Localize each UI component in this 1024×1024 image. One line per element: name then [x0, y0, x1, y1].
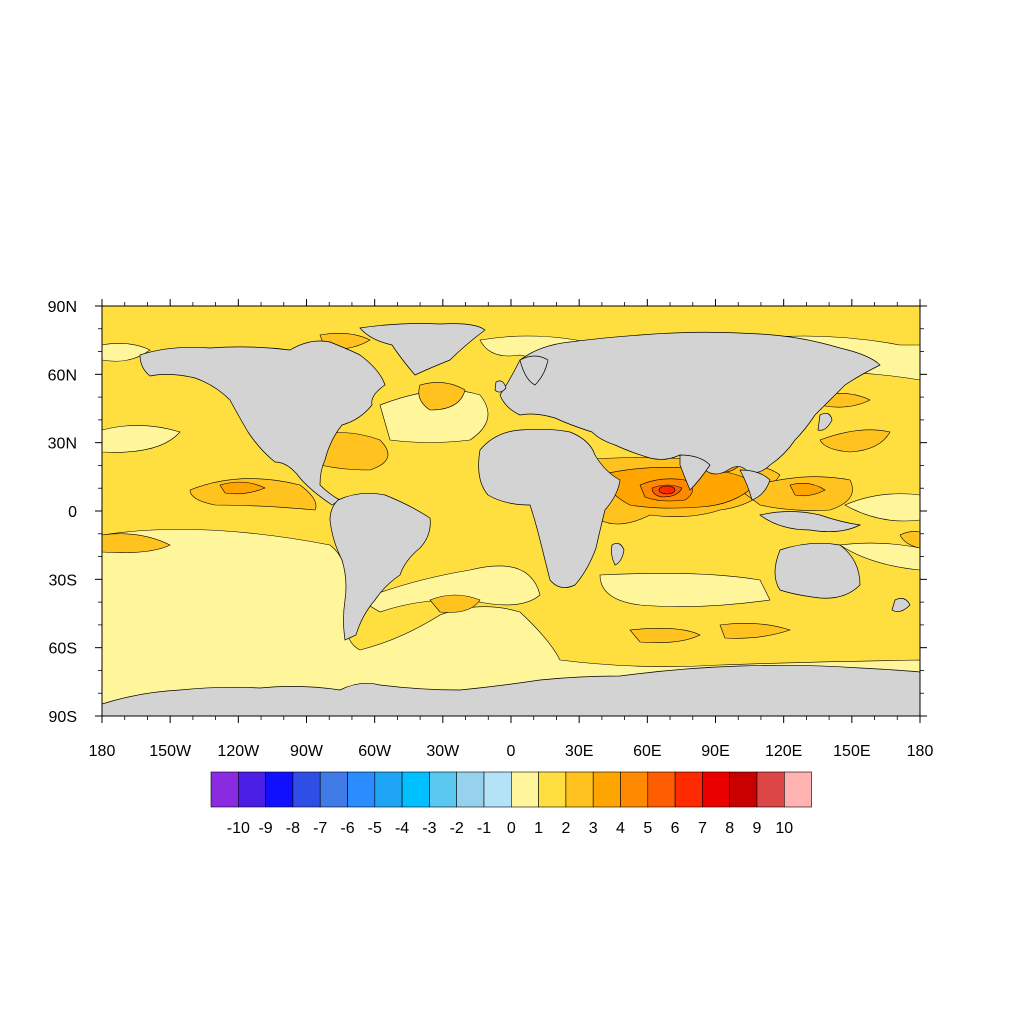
colorbar-swatch: [292, 771, 321, 808]
y-tick-label: 60N: [48, 367, 77, 384]
british-isles: [494, 380, 507, 393]
colorbar-label: 0: [507, 820, 516, 837]
colorbar-label: 10: [775, 820, 793, 837]
colorbar-swatch: [401, 771, 430, 808]
colorbar-label: -7: [313, 820, 327, 837]
australia: [774, 543, 861, 599]
contour-band-6-7: [658, 485, 676, 495]
x-tick-label: 90E: [701, 743, 729, 760]
x-tick-label: 30E: [565, 743, 593, 760]
antarctica: [102, 664, 920, 716]
colorbar-swatch: [647, 771, 676, 808]
colorbar-label: 2: [561, 820, 570, 837]
north-america: [139, 340, 386, 506]
colorbar-swatch: [565, 771, 594, 808]
scandinavia: [519, 355, 549, 386]
colorbar-swatch: [483, 771, 512, 808]
colorbar-swatch: [510, 771, 539, 808]
y-tick-label: 90N: [48, 299, 77, 316]
x-tick-label: 120E: [765, 743, 802, 760]
colorbar-swatch: [702, 771, 731, 808]
x-tick-label: 120W: [217, 743, 260, 760]
africa: [478, 428, 621, 588]
x-tick-label: 180: [89, 743, 116, 760]
colorbar-swatch: [456, 771, 485, 808]
colorbar-label: -5: [368, 820, 382, 837]
colorbar-swatch: [347, 771, 376, 808]
y-tick-label: 90S: [49, 709, 77, 726]
colorbar-label: 7: [698, 820, 707, 837]
colorbar-swatch: [729, 771, 758, 808]
colorbar-swatch: [592, 771, 621, 808]
new-zealand: [891, 598, 911, 612]
greenland: [359, 323, 486, 376]
colorbar-swatch: [374, 771, 403, 808]
colorbar-label: -6: [340, 820, 354, 837]
colorbar-swatch: [238, 771, 266, 808]
colorbar-label: 4: [616, 820, 625, 837]
colorbar-label: -3: [422, 820, 436, 837]
madagascar: [611, 543, 625, 566]
colorbar-swatch: [783, 771, 812, 808]
colorbar-label: -8: [286, 820, 300, 837]
colorbar-label: 6: [671, 820, 680, 837]
y-tick-label: 0: [68, 504, 77, 521]
colorbar-swatch: [674, 771, 703, 808]
indonesia: [759, 511, 862, 532]
colorbar-swatch: [620, 771, 649, 808]
x-tick-label: 60W: [358, 743, 392, 760]
y-tick-label: 30S: [49, 572, 77, 589]
x-tick-label: 180: [907, 743, 934, 760]
southeast-asia: [739, 469, 771, 501]
colorbar-label: 1: [534, 820, 543, 837]
y-tick-label: 30N: [48, 436, 77, 453]
x-tick-label: 60E: [633, 743, 661, 760]
x-tick-label: 90W: [290, 743, 324, 760]
x-tick-label: 150E: [833, 743, 870, 760]
colorbar-swatch: [538, 771, 567, 808]
colorbar-swatch: [429, 771, 457, 808]
south-america: [329, 493, 431, 641]
x-tick-label: 0: [507, 743, 516, 760]
colorbar-label: 5: [643, 820, 652, 837]
japan: [817, 413, 833, 431]
y-tick-label: 60S: [49, 641, 77, 658]
colorbar-swatch: [756, 771, 785, 808]
colorbar-label: 8: [725, 820, 734, 837]
colorbar-label: -1: [477, 820, 491, 837]
colorbar-label: -2: [450, 820, 464, 837]
colorbar: -10 -9 -8 -7 -6 -5 -4 -3 -2 -1 0 1 2 3 4 5 6 7 8 9 10: [210, 771, 812, 837]
colorbar-label: -10: [227, 820, 250, 837]
colorbar-label: 3: [589, 820, 598, 837]
land: [102, 323, 920, 716]
map-axes: 180 150W 120W 90W 60W 30W 0 30E 60E 90E 120E 150E 18…: [48, 299, 934, 760]
map-panel: [102, 306, 920, 716]
colorbar-swatch: [210, 771, 239, 808]
colorbar-swatch: [265, 771, 294, 808]
colorbar-label: 9: [753, 820, 762, 837]
x-tick-label: 30W: [426, 743, 460, 760]
x-tick-label: 150W: [149, 743, 192, 760]
colorbar-swatch: [319, 771, 348, 808]
colorbar-label: -4: [395, 820, 409, 837]
colorbar-label: -9: [258, 820, 272, 837]
indian-peninsula: [679, 454, 711, 491]
